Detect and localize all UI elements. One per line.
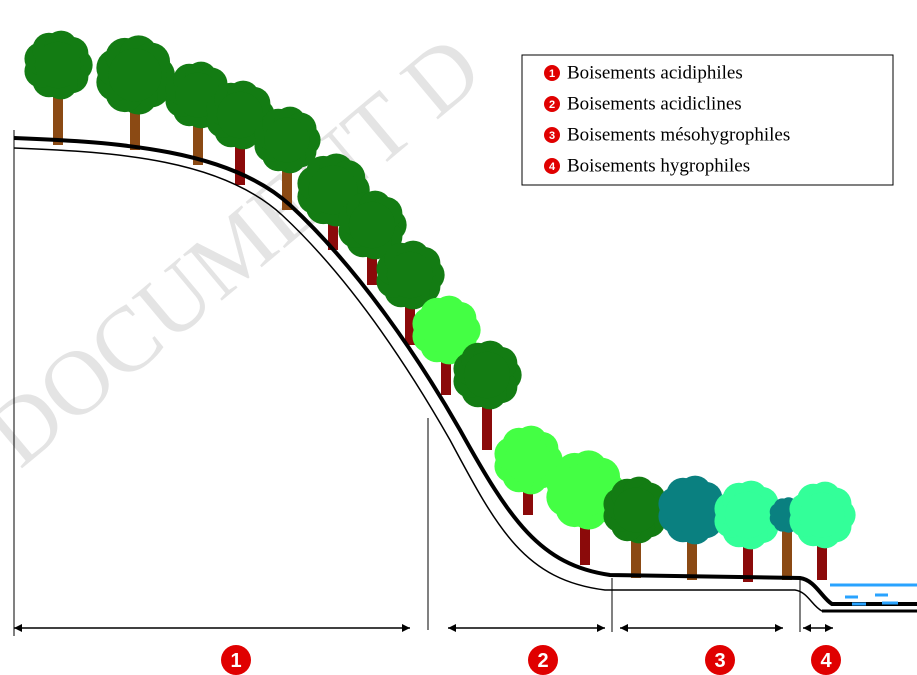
tree	[254, 106, 321, 210]
zone-number: 2	[537, 650, 548, 672]
tree	[789, 481, 856, 580]
crown	[308, 165, 358, 215]
zone-labels: 1 2 3 4	[221, 645, 841, 675]
water-waves	[845, 593, 898, 606]
trunk	[405, 275, 415, 345]
zone-arrows	[14, 624, 833, 632]
zone-number: 3	[714, 650, 725, 672]
crown	[613, 487, 659, 533]
crown	[386, 251, 434, 299]
trunk	[687, 510, 697, 580]
arrow-head	[803, 624, 833, 632]
legend-number: 2	[549, 99, 555, 111]
legend-number: 3	[549, 130, 555, 142]
zone-marker	[811, 645, 841, 675]
legend-number: 1	[549, 68, 555, 80]
zone-dividers	[13, 130, 801, 636]
zone-number: 4	[820, 650, 832, 672]
crown	[724, 491, 772, 539]
legend-marker	[544, 158, 560, 174]
trunk	[631, 510, 641, 578]
trunk	[193, 95, 203, 165]
trees	[24, 30, 856, 582]
tree	[603, 476, 670, 578]
trunk	[782, 515, 792, 580]
legend-number: 4	[549, 161, 556, 173]
tree	[494, 425, 563, 515]
tree	[96, 35, 175, 150]
crown	[216, 91, 264, 139]
trunk	[235, 115, 245, 185]
trunk	[482, 375, 492, 450]
ground-line	[13, 136, 917, 606]
legend-label: Boisements acidiclines	[567, 93, 742, 114]
legend-marker	[544, 127, 560, 143]
trunk	[282, 140, 292, 210]
legend-box	[521, 54, 894, 186]
crown	[264, 117, 310, 163]
tree	[376, 240, 445, 345]
zone-marker	[528, 645, 558, 675]
legend-marker	[544, 65, 560, 81]
tree	[24, 30, 93, 145]
trunk	[53, 65, 63, 145]
tree	[546, 450, 625, 565]
legend-label: Boisements acidiphiles	[567, 62, 743, 83]
crown	[348, 201, 396, 249]
zone-marker	[705, 645, 735, 675]
zone-marker	[221, 645, 251, 675]
crown	[799, 492, 845, 538]
crown	[504, 436, 552, 484]
legend-label: Boisements mésohygrophiles	[567, 124, 790, 145]
tree	[714, 480, 783, 582]
crown	[108, 48, 162, 102]
crown	[422, 306, 470, 354]
legend-label: Boisements hygrophiles	[567, 155, 750, 176]
legend: 1 Boisements acidiphiles 2 Boisements acidi…	[544, 62, 790, 176]
crown	[668, 486, 716, 534]
crown	[558, 463, 612, 517]
crown	[34, 41, 82, 89]
crown	[463, 351, 511, 399]
tree	[453, 340, 522, 450]
ground-line-lower	[13, 147, 917, 612]
zone-number: 1	[230, 650, 241, 672]
tree	[297, 153, 370, 250]
legend-marker	[544, 96, 560, 112]
tree	[206, 80, 275, 185]
